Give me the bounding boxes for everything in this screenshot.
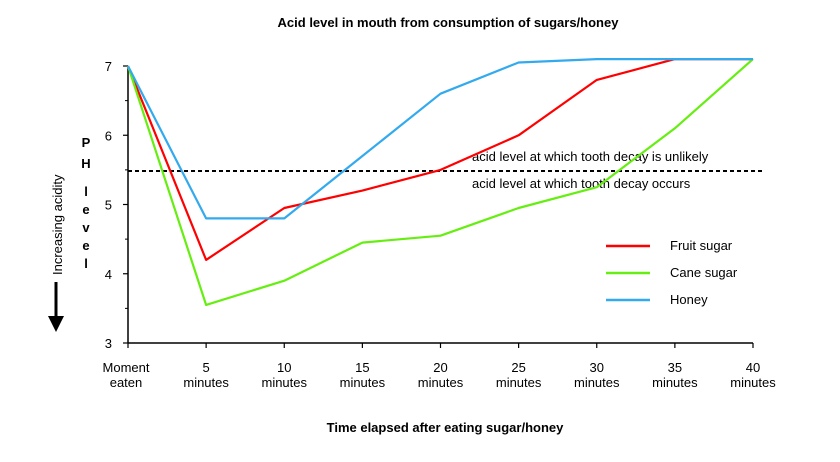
x-axis: Moment eaten 5 minutes 10 minutes 15 minutes 20 m… xyxy=(103,342,776,390)
x-tick-label: 20 minutes xyxy=(418,360,464,390)
legend-label: Fruit sugar xyxy=(670,238,733,253)
y-tick-label: 7 xyxy=(105,59,112,74)
legend-label: Honey xyxy=(670,292,708,307)
side-label-group: Increasing acidity xyxy=(48,174,65,332)
y-tick-label: 3 xyxy=(105,336,112,351)
x-tick-label: 25 minutes xyxy=(496,360,542,390)
y-tick-label: 6 xyxy=(105,128,112,143)
x-tick-label: Moment eaten xyxy=(103,360,150,390)
series-line-fruit-sugar xyxy=(126,57,753,261)
y-tick-label: 4 xyxy=(105,267,112,282)
legend: Fruit sugar Cane sugar Honey xyxy=(606,238,738,307)
down-arrow-icon xyxy=(48,316,64,332)
series-group xyxy=(126,57,754,306)
x-tick-label: 15 minutes xyxy=(340,360,386,390)
series-line-honey xyxy=(127,57,753,220)
x-tick-label: 40 minutes xyxy=(730,360,776,390)
x-tick-label: 10 minutes xyxy=(261,360,307,390)
x-tick-label: 5 minutes xyxy=(183,360,229,390)
threshold-label-above: acid level at which tooth decay is unlik… xyxy=(472,149,709,164)
legend-label: Cane sugar xyxy=(670,265,738,280)
x-tick-label: 30 minutes xyxy=(574,360,620,390)
x-tick-label: 35 minutes xyxy=(652,360,698,390)
series-line-cane-sugar xyxy=(126,58,754,306)
y-tick-label: 5 xyxy=(105,198,112,213)
chart-title: Acid level in mouth from consumption of … xyxy=(278,15,620,30)
side-label: Increasing acidity xyxy=(50,174,65,275)
y-axis: 3 4 5 6 7 xyxy=(105,59,129,351)
threshold-label-below: acid level at which tooth decay occurs xyxy=(472,176,691,191)
x-axis-title: Time elapsed after eating sugar/honey xyxy=(327,420,564,435)
